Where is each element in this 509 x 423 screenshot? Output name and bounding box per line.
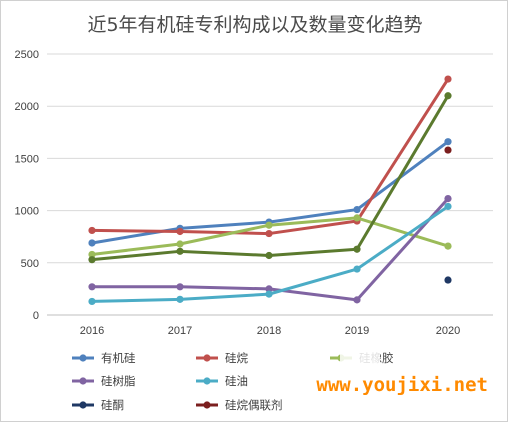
y-tick-label: 2000 (15, 101, 39, 113)
x-tick-label: 2016 (80, 325, 104, 337)
legend-label: 硅烷 (225, 351, 248, 365)
legend-occluder (340, 350, 380, 364)
x-tick-label: 2017 (168, 325, 192, 337)
legend-swatch-marker (203, 377, 211, 385)
data-point (88, 297, 96, 306)
legend-swatch-marker (79, 401, 87, 409)
legend-swatch-marker (79, 377, 87, 385)
data-point (353, 265, 361, 273)
legend-item: 硅树脂 (72, 374, 136, 388)
data-point (444, 276, 452, 284)
series-line (88, 214, 452, 259)
y-tick-label: 2500 (15, 49, 39, 61)
data-point (444, 75, 452, 83)
watermark-text: www.youjixi.net (316, 374, 488, 396)
data-point (444, 202, 452, 211)
series-line (444, 146, 452, 154)
x-tick-label: 2020 (436, 325, 460, 337)
data-point (265, 290, 273, 298)
legend-item: 有机硅 (72, 351, 136, 365)
legend-label: 硅油 (225, 374, 248, 388)
data-point (444, 146, 452, 154)
data-point (353, 214, 361, 222)
data-point (444, 138, 452, 146)
legend-item: 硅油 (196, 374, 248, 388)
x-axis-ticks: 2016 2017 2018 2019 2020 (80, 325, 460, 337)
series-group (88, 75, 452, 306)
data-point (353, 296, 361, 304)
legend-label: 硅树脂 (101, 374, 136, 388)
data-point (353, 205, 361, 214)
legend-item: 硅烷 (196, 351, 248, 365)
legend-swatch-marker (79, 354, 87, 362)
data-point (176, 247, 184, 255)
x-tick-label: 2019 (345, 325, 369, 337)
data-point (176, 295, 184, 303)
data-point (88, 239, 96, 247)
series-line (88, 202, 452, 306)
series-line (88, 92, 452, 264)
data-point (265, 221, 273, 229)
grid-lines (47, 53, 493, 316)
series-line (88, 194, 452, 304)
series-line (444, 276, 452, 284)
legend-label: 硅酮 (101, 398, 124, 412)
data-point (265, 285, 273, 293)
legend-item: 硅烷偶联剂 (196, 398, 283, 412)
data-point (176, 283, 184, 291)
legend-swatch-marker (203, 354, 211, 362)
data-point (444, 92, 452, 100)
y-axis-ticks: 0 500 1000 1500 2000 2500 (15, 49, 39, 322)
legend-swatch-marker (203, 401, 211, 409)
legend: 有机硅硅烷硅橡胶硅树脂硅油硅酮硅烷偶联剂 (72, 350, 394, 412)
data-point (88, 250, 96, 259)
y-tick-label: 1000 (15, 206, 39, 218)
data-point (353, 245, 361, 253)
y-tick-label: 0 (33, 310, 39, 322)
chart-title: 近5年有机硅专利构成以及数量变化趋势 (87, 14, 422, 36)
data-point (88, 256, 96, 264)
data-point (176, 227, 184, 236)
legend-label: 硅烷偶联剂 (225, 398, 283, 412)
data-point (88, 283, 96, 291)
data-point (176, 240, 184, 248)
data-point (265, 229, 273, 238)
series-line (88, 75, 452, 238)
data-point (444, 242, 452, 250)
data-point (444, 194, 452, 203)
data-point (88, 226, 96, 235)
data-point (265, 251, 273, 260)
legend-item: 硅酮 (72, 398, 124, 412)
x-tick-label: 2018 (257, 325, 281, 337)
y-tick-label: 500 (21, 258, 39, 270)
legend-label: 有机硅 (101, 351, 136, 365)
y-tick-label: 1500 (15, 153, 39, 165)
